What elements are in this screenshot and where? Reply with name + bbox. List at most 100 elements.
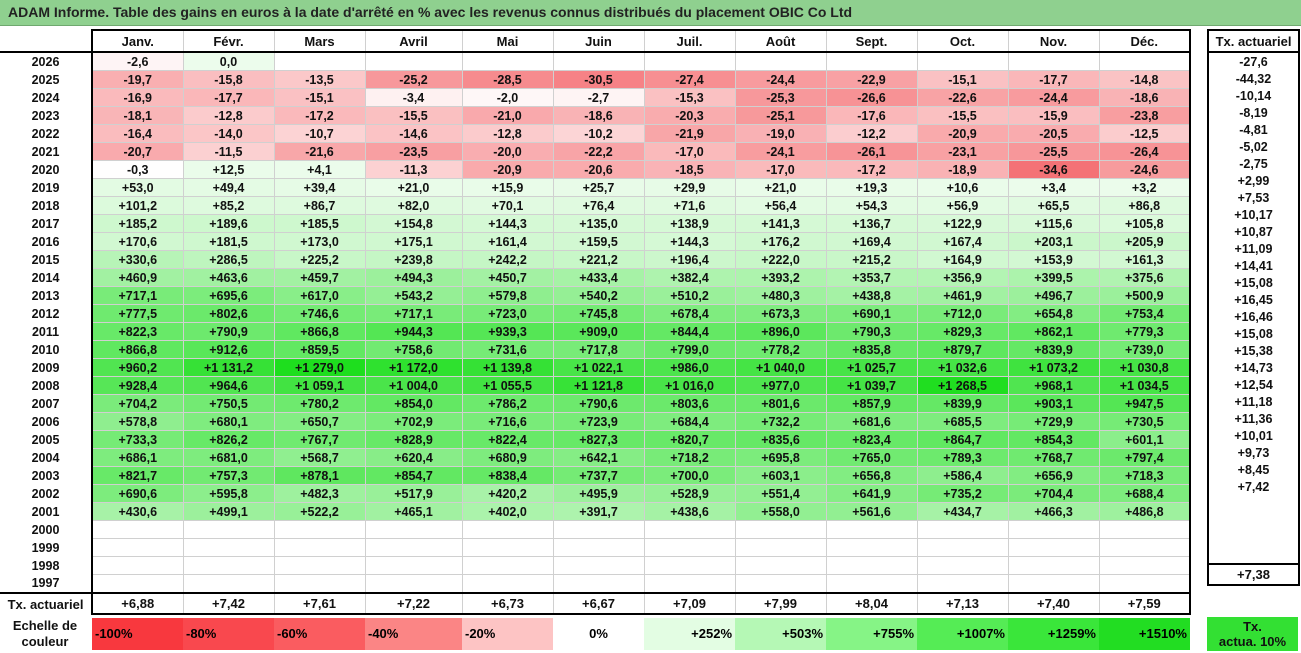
gain-cell: +820,7 [643, 430, 736, 449]
gain-cell [734, 556, 827, 575]
gain-cell [461, 538, 554, 557]
gain-cell: +135,0 [552, 214, 645, 233]
gain-cell [273, 51, 366, 71]
month-actuarial-rate: +7,22 [364, 592, 463, 615]
gain-cell: -18,9 [916, 160, 1009, 179]
gain-cell [1098, 51, 1191, 71]
gain-cell: +737,7 [552, 466, 645, 485]
footer-label: Tx. actuariel [0, 592, 93, 614]
gain-cell: +1 139,8 [461, 358, 554, 377]
gain-cell: +466,3 [1007, 502, 1100, 521]
gain-cell: -21,0 [461, 106, 554, 125]
gain-cell: +153,9 [1007, 250, 1100, 269]
gain-cell: +731,6 [461, 340, 554, 359]
gain-cell: +86,7 [273, 196, 366, 215]
gain-cell [182, 556, 275, 575]
month-actuarial-rate: +7,61 [273, 592, 366, 615]
gain-cell: +857,9 [825, 394, 918, 413]
gain-cell: +154,8 [364, 214, 463, 233]
gain-cell: +680,1 [182, 412, 275, 431]
row-actuarial-rate: +14,41 [1207, 257, 1300, 274]
gain-cell [643, 538, 736, 557]
gain-cell: +568,7 [273, 448, 366, 467]
table-row: 2023 -18,1 -12,8 -17,2 -15,5 -21,0 -18,6 -20,3-… [0, 106, 1191, 125]
gain-cell: +167,4 [916, 232, 1009, 251]
gain-cell: +729,9 [1007, 412, 1100, 431]
gain-cell: +222,0 [734, 250, 827, 269]
gain-cell: -20,5 [1007, 124, 1100, 143]
gain-cell: +829,3 [916, 322, 1009, 341]
gain-cell: +864,7 [916, 430, 1009, 449]
gain-cell [91, 538, 184, 557]
gain-cell: -25,5 [1007, 142, 1100, 161]
gain-cell: +944,3 [364, 322, 463, 341]
year-label: 2021 [0, 142, 93, 161]
gain-cell: +964,6 [182, 376, 275, 395]
table-row: 2008 +928,4 +964,6 +1 059,1 +1 004,0 +1 055,5… [0, 376, 1191, 395]
gain-cell: +688,4 [1098, 484, 1191, 503]
month-header: Août [734, 29, 827, 53]
gain-cell: +790,9 [182, 322, 275, 341]
year-label: 2013 [0, 286, 93, 305]
gain-cell: -3,4 [364, 88, 463, 107]
row-actuarial-rate: -4,81 [1207, 121, 1300, 138]
gain-cell: +835,6 [734, 430, 827, 449]
gain-cell: +854,3 [1007, 430, 1100, 449]
table-row: 2005 +733,3 +826,2 +767,7 +828,9 +822,4 +827,3… [0, 430, 1191, 449]
row-actuarial-rate: +16,45 [1207, 291, 1300, 308]
gain-cell: -10,2 [552, 124, 645, 143]
year-label: 2026 [0, 52, 93, 71]
gain-cell: +779,3 [1098, 322, 1191, 341]
gain-cell: +1 131,2 [182, 358, 275, 377]
gain-cell: -17,0 [734, 160, 827, 179]
gain-cell: +903,1 [1007, 394, 1100, 413]
gain-cell: +1 073,2 [1007, 358, 1100, 377]
gain-cell: +225,2 [273, 250, 366, 269]
row-actuarial-rate [1207, 512, 1300, 529]
gain-cell: +1 268,5 [916, 376, 1009, 395]
table-row: 2018 +101,2 +85,2 +86,7 +82,0 +70,1 +76,4 +71,6… [0, 196, 1191, 215]
color-scale-swatch: +1007% [917, 618, 1008, 650]
gain-cell: +746,6 [273, 304, 366, 323]
gain-cell: +196,4 [643, 250, 736, 269]
gain-cell: -25,1 [734, 106, 827, 125]
color-scale-swatch: +1259% [1008, 618, 1099, 650]
gain-cell: -21,6 [273, 142, 366, 161]
gain-cell [552, 51, 645, 71]
gain-cell: +960,2 [91, 358, 184, 377]
gain-cell: +753,4 [1098, 304, 1191, 323]
gain-cell: +3,4 [1007, 178, 1100, 197]
gain-cell: +767,7 [273, 430, 366, 449]
gain-cell: +896,0 [734, 322, 827, 341]
gain-cell: +878,1 [273, 466, 366, 485]
gain-cell: +750,5 [182, 394, 275, 413]
gain-cell: +641,9 [825, 484, 918, 503]
gain-cell: +1 055,5 [461, 376, 554, 395]
gain-cell: +1 016,0 [643, 376, 736, 395]
gain-cell: +170,6 [91, 232, 184, 251]
gain-cell: +690,6 [91, 484, 184, 503]
gain-cell: +169,4 [825, 232, 918, 251]
side-header: Tx. actuariel [1207, 29, 1300, 53]
gain-cell [643, 520, 736, 539]
gain-cell: +500,9 [1098, 286, 1191, 305]
gain-cell: +330,6 [91, 250, 184, 269]
gain-cell: +732,2 [734, 412, 827, 431]
table-row: 1999 [0, 538, 1191, 557]
row-actuarial-rate [1207, 495, 1300, 512]
gain-cell: +879,7 [916, 340, 1009, 359]
gain-cell: +789,3 [916, 448, 1009, 467]
gain-cell: +835,8 [825, 340, 918, 359]
table-row: 2022 -16,4 -14,0 -10,7 -14,6 -12,8 -10,2 -21,9-… [0, 124, 1191, 143]
gain-cell: +434,7 [916, 502, 1009, 521]
gain-cell: -23,1 [916, 142, 1009, 161]
year-label: 2001 [0, 502, 93, 521]
gain-cell: +482,3 [273, 484, 366, 503]
gain-cell: +790,6 [552, 394, 645, 413]
gain-cell [461, 51, 554, 71]
gain-cell: +203,1 [1007, 232, 1100, 251]
gain-cell: +758,6 [364, 340, 463, 359]
gain-cell: +1 040,0 [734, 358, 827, 377]
gain-cell: +717,1 [91, 286, 184, 305]
year-label: 2023 [0, 106, 93, 125]
